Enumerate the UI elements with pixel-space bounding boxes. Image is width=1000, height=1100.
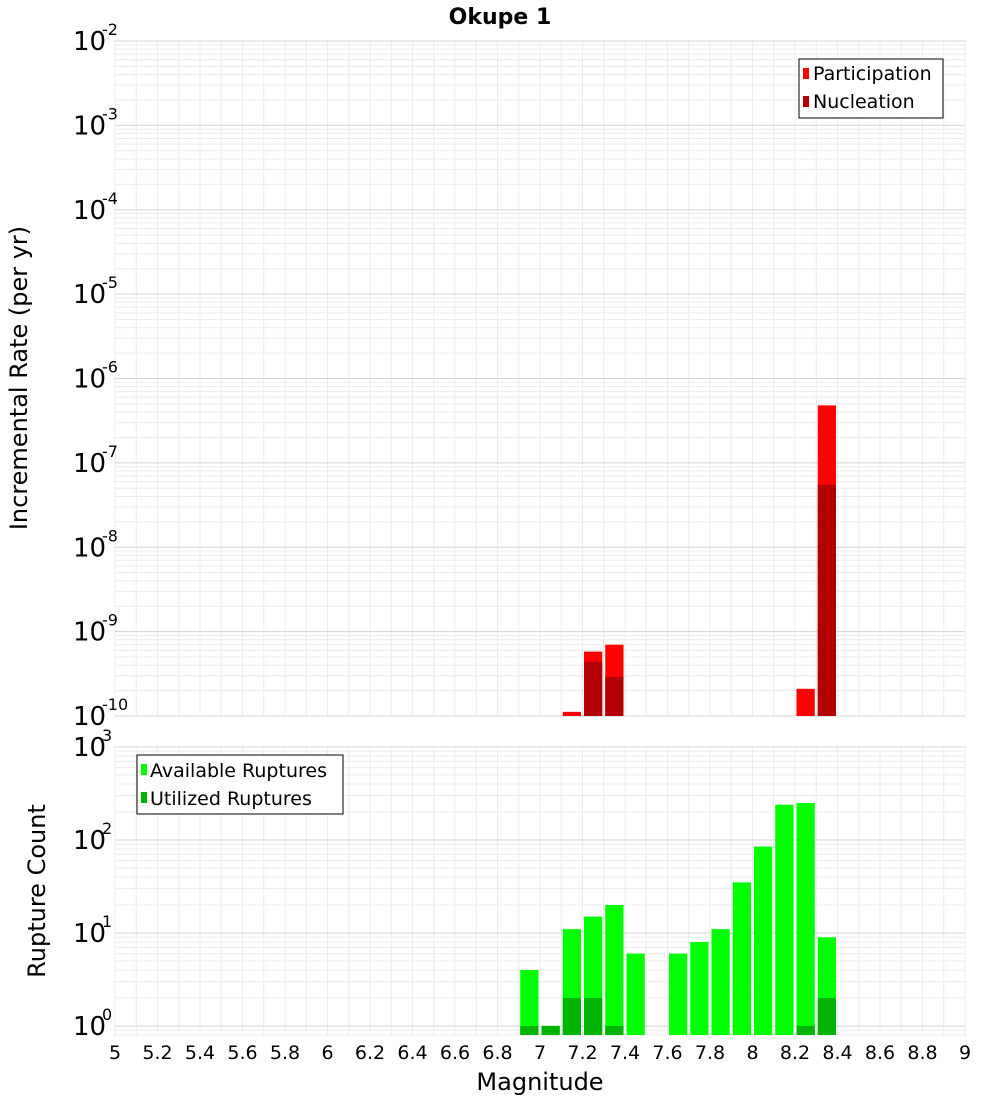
legend-swatch-available: [141, 764, 147, 775]
top-legend: Participation Nucleation: [798, 58, 944, 119]
y-tick-label: 10: [73, 702, 106, 732]
y-tick-label: 10: [73, 27, 106, 57]
x-axis-label: Magnitude: [476, 1068, 603, 1096]
bottom-bar-utilized-ruptures: [817, 997, 836, 1035]
bottom-bar-available-ruptures: [520, 969, 539, 1035]
y-tick-label: 10: [73, 280, 106, 310]
bottom-bar-available-ruptures: [669, 953, 688, 1035]
x-tick-label: 5.6: [227, 1042, 257, 1064]
y-tick-exponent: 0: [102, 1005, 112, 1024]
top-bar-nucleation: [584, 661, 603, 716]
x-tick-label: 6.6: [440, 1042, 470, 1064]
y-tick-exponent: -4: [102, 189, 118, 208]
bottom-bar-available-ruptures: [732, 882, 751, 1035]
bottom-bar-available-ruptures: [690, 942, 709, 1035]
bottom-bar-available-ruptures: [605, 904, 624, 1035]
legend-swatch-participation: [803, 68, 809, 79]
y-tick-label: 10: [73, 1012, 106, 1042]
bottom-y-axis-label: Rupture Count: [23, 804, 51, 978]
y-tick-label: 10: [73, 365, 106, 395]
legend-swatch-utilized: [141, 792, 147, 803]
top-bar-nucleation: [817, 484, 836, 716]
x-tick-label: 7: [534, 1042, 546, 1064]
y-tick-exponent: -7: [102, 442, 118, 461]
x-ticks: 5 5.2 5.4 5.6 5.8 6 6.2 6.4 6.6 6.8 7 7.2 7.4 7.6 7.8 8…: [109, 1042, 971, 1064]
y-tick-exponent: 1: [102, 912, 112, 931]
y-tick-exponent: -5: [102, 273, 118, 292]
y-tick-label: 10: [73, 919, 106, 949]
x-tick-label: 6: [321, 1042, 333, 1064]
x-tick-label: 8.4: [822, 1042, 852, 1064]
x-tick-label: 8.2: [780, 1042, 810, 1064]
bottom-bar-utilized-ruptures: [541, 1025, 560, 1035]
y-tick-exponent: 3: [102, 726, 112, 745]
y-tick-label: 10: [73, 196, 106, 226]
bottom-bar-available-ruptures: [796, 802, 815, 1035]
y-tick-exponent: 2: [102, 819, 112, 838]
x-tick-label: 7.2: [567, 1042, 597, 1064]
x-tick-label: 8: [746, 1042, 758, 1064]
y-tick-exponent: -6: [102, 358, 118, 377]
x-tick-label: 8.8: [907, 1042, 937, 1064]
bottom-bar-utilized-ruptures: [605, 1025, 624, 1035]
y-tick-exponent: -8: [102, 526, 118, 545]
x-tick-label: 7.6: [652, 1042, 682, 1064]
y-tick-label: 10: [73, 449, 106, 479]
top-gridlines: [114, 40, 966, 717]
top-y-axis-label: Incremental Rate (per yr): [5, 226, 33, 530]
top-bars: [562, 405, 836, 716]
top-bar-participation: [562, 711, 581, 716]
bottom-bar-available-ruptures: [711, 929, 730, 1035]
top-legend-box: [798, 58, 944, 119]
y-tick-label: 10: [73, 111, 106, 141]
bottom-legend: Available Ruptures Utilized Ruptures: [136, 754, 344, 815]
x-tick-label: 5.4: [185, 1042, 215, 1064]
y-tick-exponent: -2: [102, 20, 118, 39]
x-tick-label: 7.8: [695, 1042, 725, 1064]
bottom-bar-utilized-ruptures: [796, 1025, 815, 1035]
x-tick-label: 9: [959, 1042, 971, 1064]
y-tick-exponent: -10: [102, 695, 128, 714]
legend-available: Available Ruptures: [150, 760, 327, 782]
y-tick-label: 10: [73, 618, 106, 648]
y-tick-label: 10: [73, 533, 106, 563]
top-bar-nucleation: [605, 676, 624, 716]
y-tick-exponent: -9: [102, 611, 118, 630]
y-tick-label: 10: [73, 826, 106, 856]
x-tick-label: 5: [109, 1042, 121, 1064]
x-tick-label: 6.2: [355, 1042, 385, 1064]
legend-utilized: Utilized Ruptures: [150, 788, 312, 810]
y-tick-exponent: -3: [102, 104, 118, 123]
bottom-bars: [520, 802, 836, 1035]
bottom-bar-utilized-ruptures: [562, 997, 581, 1035]
bottom-bar-available-ruptures: [775, 804, 794, 1035]
legend-nucleation: Nucleation: [813, 91, 915, 113]
legend-swatch-nucleation: [803, 96, 809, 107]
bottom-gridlines: [114, 746, 966, 1036]
x-tick-label: 5.2: [142, 1042, 172, 1064]
bottom-bar-utilized-ruptures: [584, 997, 603, 1035]
x-tick-label: 8.6: [865, 1042, 895, 1064]
x-tick-label: 6.8: [482, 1042, 512, 1064]
bottom-bar-available-ruptures: [754, 846, 773, 1035]
bottom-bar-available-ruptures: [626, 953, 645, 1035]
legend-participation: Participation: [813, 63, 932, 85]
bottom-bar-utilized-ruptures: [520, 1025, 539, 1035]
x-tick-label: 5.8: [270, 1042, 300, 1064]
y-tick-label: 10: [73, 733, 106, 763]
chart-title: Okupe 1: [449, 5, 552, 30]
x-tick-label: 7.4: [610, 1042, 640, 1064]
bottom-legend-box: [136, 754, 344, 815]
top-bar-participation: [796, 688, 815, 716]
x-tick-label: 6.4: [397, 1042, 427, 1064]
